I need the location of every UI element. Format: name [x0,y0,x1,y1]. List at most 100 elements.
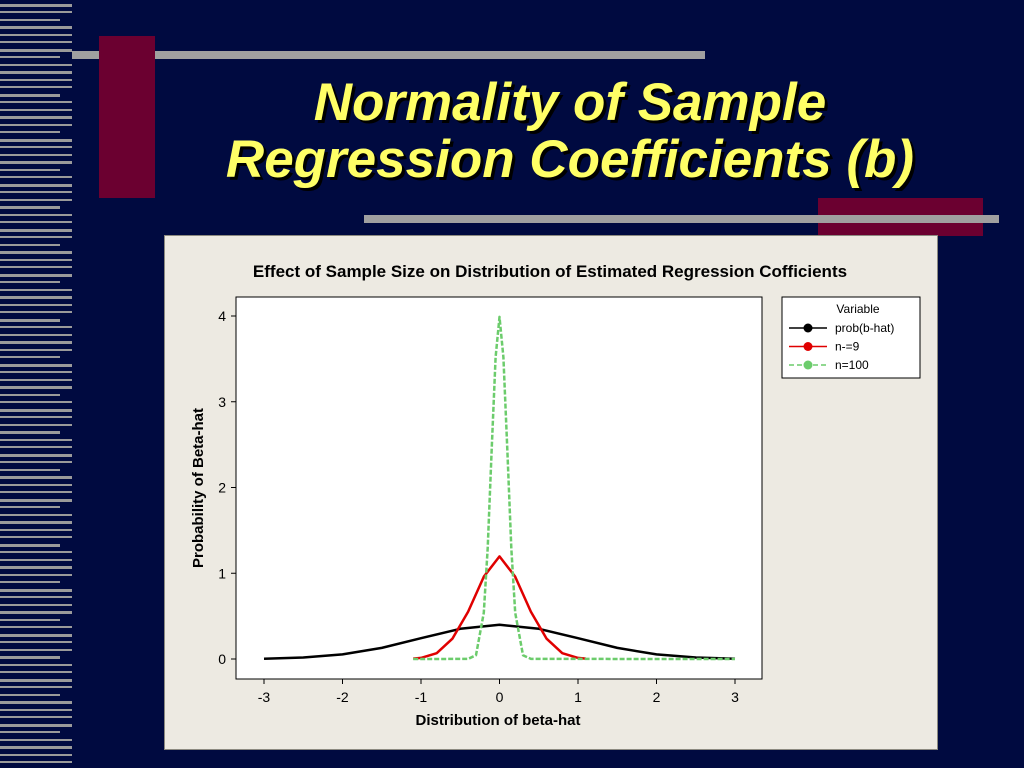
stripe-line [0,716,72,718]
legend-marker [803,360,813,370]
stripe-line [0,619,60,621]
series-line-1 [263,623,736,660]
stripe-line [0,454,72,457]
x-tick-label: -2 [336,689,349,705]
stripe-line [0,446,72,448]
stripe-line [0,124,72,126]
stripe-line [0,604,72,606]
stripe-line [0,581,60,583]
slide-title-line-2: Regression Coefficients (b) [225,130,915,189]
stripe-line [0,86,72,88]
x-tick-label: 0 [496,689,504,705]
stripe-line [0,746,72,749]
stripe-line [0,364,72,367]
stripe-line [0,589,72,592]
stripe-line [0,754,72,756]
stripe-line [0,281,60,283]
top-accent-bar [72,51,705,59]
stripe-line [0,521,72,524]
stripe-line [0,409,72,412]
stripe-line [0,214,72,216]
slide-title: Normality of Sample Regression Coefficie… [160,74,980,188]
stripe-line [0,56,60,58]
stripe-line [0,79,72,81]
stripe-line [0,491,72,493]
stripe-line [0,664,72,666]
stripe-line [0,626,72,628]
stripe-line [0,116,72,119]
legend-marker [803,342,813,351]
stripe-line [0,64,72,66]
stripe-line [0,484,72,486]
stripe-line [0,379,72,381]
x-tick-label: 1 [574,689,582,705]
stripe-line [0,371,72,373]
stripe-line [0,709,72,711]
stripe-line [0,319,60,322]
stripe-line [0,574,72,576]
legend-item-label: n-=9 [835,340,860,354]
stripe-line [0,236,72,238]
stripe-line [0,266,72,268]
stripe-line [0,514,72,516]
stripe-line [0,356,60,358]
stripe-line [0,191,72,193]
stripe-line [0,461,72,463]
stripe-line [0,19,60,21]
stripe-line [0,94,60,97]
stripe-line [0,49,72,52]
chart-title: Effect of Sample Size on Distribution of… [253,262,847,281]
legend-item-label: n=100 [835,358,869,372]
stripe-line [0,341,72,344]
stripe-line [0,334,72,336]
stripe-line [0,634,72,637]
y-tick-label: 0 [218,651,226,667]
chart: Effect of Sample Size on Distribution of… [190,262,921,729]
x-tick-label: -3 [258,689,271,705]
stripe-line [0,679,72,682]
stripe-line [0,289,72,291]
stripe-line [0,386,72,389]
stripe-line [0,274,72,277]
stripe-line [0,109,72,111]
x-tick-label: -1 [415,689,428,705]
stripe-line [0,566,72,569]
stripe-line [0,424,72,426]
stripe-line [0,761,72,763]
top-accent-block [99,36,155,198]
chart-panel: Effect of Sample Size on Distribution of… [164,235,938,750]
stripe-line [0,506,60,508]
legend-title: Variable [836,302,879,316]
x-tick-label: 3 [731,689,739,705]
legend-items: prob(b-hat) n-=9 n=100 [789,321,894,372]
stripe-line [0,139,72,142]
stripe-line [0,701,72,704]
stripe-line [0,251,72,254]
stripe-line [0,4,72,7]
stripe-line [0,304,72,306]
stripe-line [0,326,72,328]
left-stripe-decoration [0,4,72,763]
stripe-line [0,416,72,418]
stripe-line [0,41,72,43]
stripe-line [0,401,72,403]
stripe-line [0,206,60,209]
stripe-line [0,559,72,561]
x-axis-label: Distribution of beta-hat [416,712,581,729]
stripe-line [0,101,72,103]
x-tick-label: 2 [653,689,661,705]
stripe-line [0,176,72,178]
legend-marker [803,323,813,333]
y-tick-label: 2 [218,480,226,496]
stripe-line [0,641,72,643]
stripe-line [0,71,72,74]
stripe-line [0,199,72,201]
stripe-line [0,229,72,232]
stripe-line [0,26,72,29]
stripe-line [0,154,72,156]
stripe-line [0,739,72,741]
stripe-line [0,439,72,441]
stripe-line [0,476,72,479]
stripe-line [0,131,60,133]
stripe-line [0,694,60,696]
